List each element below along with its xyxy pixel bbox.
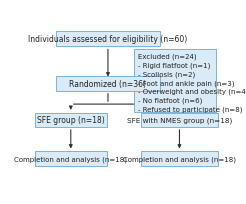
Text: SFE group (n=18): SFE group (n=18) [37, 116, 105, 125]
FancyBboxPatch shape [134, 50, 216, 112]
Text: SFE with NMES group (n=18): SFE with NMES group (n=18) [127, 117, 232, 124]
FancyBboxPatch shape [34, 113, 107, 127]
Text: Randomized (n=36): Randomized (n=36) [69, 80, 146, 89]
Text: Completion and analysis (n=18): Completion and analysis (n=18) [14, 155, 127, 162]
FancyBboxPatch shape [141, 152, 218, 166]
FancyBboxPatch shape [34, 152, 107, 166]
FancyBboxPatch shape [56, 32, 160, 47]
Text: Excluded (n=24)
- Rigid flatfoot (n=1)
- Scoliosis (n=2)
- Foot and ankle pain (: Excluded (n=24) - Rigid flatfoot (n=1) -… [138, 53, 246, 112]
FancyBboxPatch shape [56, 77, 160, 91]
Text: Completion and analysis (n=18): Completion and analysis (n=18) [123, 155, 236, 162]
FancyBboxPatch shape [141, 113, 218, 127]
Text: Individuals assessed for eligibility (n=60): Individuals assessed for eligibility (n=… [28, 35, 188, 44]
